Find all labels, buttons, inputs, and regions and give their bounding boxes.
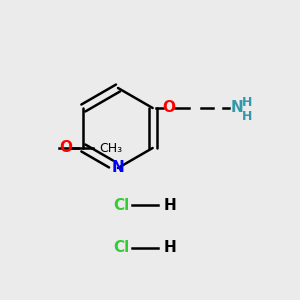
Text: H: H [242, 95, 252, 109]
Text: O: O [59, 140, 72, 155]
Text: H: H [164, 197, 177, 212]
Text: N: N [112, 160, 124, 175]
Text: CH₃: CH₃ [99, 142, 122, 154]
Text: H: H [242, 110, 252, 122]
Text: O: O [162, 100, 175, 116]
Text: Cl: Cl [114, 241, 130, 256]
Text: H: H [164, 241, 177, 256]
Text: Cl: Cl [114, 197, 130, 212]
Text: N: N [230, 100, 243, 116]
